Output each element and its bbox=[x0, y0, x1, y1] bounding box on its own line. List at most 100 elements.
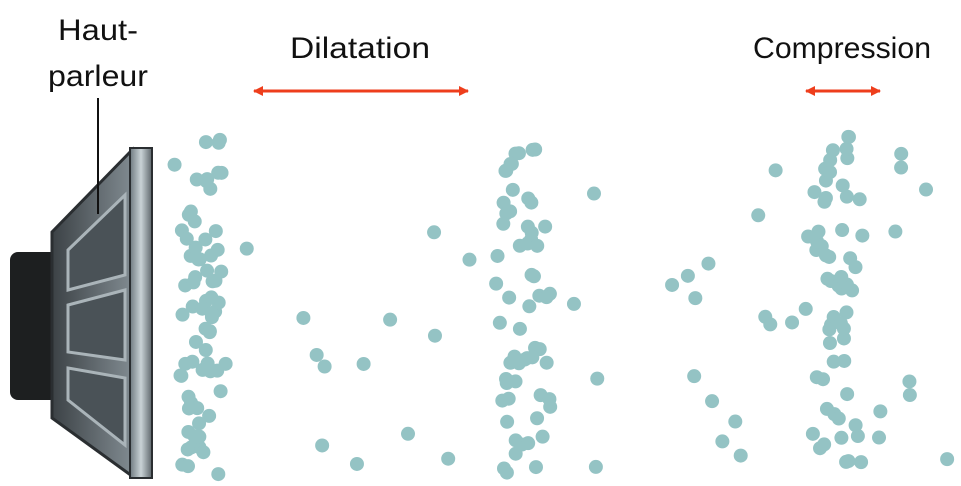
particle bbox=[834, 269, 849, 284]
particle bbox=[499, 163, 514, 178]
particle bbox=[521, 436, 536, 451]
particle bbox=[919, 182, 934, 197]
particle bbox=[839, 141, 854, 156]
particle bbox=[826, 354, 841, 369]
particle bbox=[200, 263, 215, 278]
particle bbox=[179, 231, 194, 246]
particle bbox=[855, 228, 870, 243]
particle bbox=[512, 321, 527, 336]
particle bbox=[188, 240, 203, 255]
particle bbox=[356, 356, 371, 371]
particle bbox=[822, 335, 837, 350]
speaker-label: Haut- bbox=[58, 14, 138, 47]
particle bbox=[178, 356, 193, 371]
particle bbox=[198, 135, 213, 150]
particle bbox=[522, 299, 537, 314]
particle bbox=[427, 328, 442, 343]
particle bbox=[401, 426, 416, 441]
particle bbox=[834, 430, 849, 445]
particle bbox=[505, 182, 520, 197]
particle bbox=[525, 142, 540, 157]
particle bbox=[214, 264, 229, 279]
particle bbox=[751, 208, 766, 223]
particle bbox=[728, 414, 743, 429]
particle bbox=[196, 445, 211, 460]
dilatation-label: Dilatation bbox=[290, 32, 430, 65]
particle bbox=[836, 321, 851, 336]
particle bbox=[239, 241, 254, 256]
particle bbox=[680, 268, 695, 283]
particle bbox=[839, 189, 854, 204]
particle bbox=[831, 411, 846, 426]
speaker bbox=[10, 98, 153, 479]
particle bbox=[213, 384, 228, 399]
particle bbox=[733, 448, 748, 463]
particle bbox=[768, 163, 783, 178]
particle bbox=[202, 408, 217, 423]
particle bbox=[490, 248, 505, 263]
particle bbox=[315, 438, 330, 453]
particle bbox=[817, 194, 832, 209]
particle bbox=[822, 322, 837, 337]
particle bbox=[785, 315, 800, 330]
particle bbox=[840, 387, 855, 402]
particle bbox=[940, 452, 955, 467]
particle bbox=[894, 146, 909, 161]
particle bbox=[181, 389, 196, 404]
particle bbox=[705, 394, 720, 409]
particle bbox=[811, 224, 826, 239]
particle bbox=[441, 451, 456, 466]
particle bbox=[180, 442, 195, 457]
particle bbox=[535, 429, 550, 444]
particle bbox=[500, 414, 515, 429]
particle bbox=[818, 248, 833, 263]
particle bbox=[839, 305, 854, 320]
particle bbox=[495, 393, 510, 408]
particle bbox=[530, 411, 545, 426]
particle bbox=[499, 206, 514, 221]
particle bbox=[841, 454, 856, 469]
particle bbox=[798, 301, 813, 316]
particle bbox=[204, 290, 219, 305]
particle bbox=[687, 369, 702, 384]
particle bbox=[188, 334, 203, 349]
particle bbox=[835, 223, 850, 238]
particle bbox=[816, 372, 831, 387]
particle bbox=[489, 276, 504, 291]
particle bbox=[848, 260, 863, 275]
particle bbox=[383, 312, 398, 327]
particle bbox=[823, 153, 838, 168]
particle bbox=[296, 310, 311, 325]
particle bbox=[499, 465, 514, 480]
particle bbox=[204, 248, 219, 263]
particle bbox=[894, 160, 909, 175]
particle bbox=[837, 353, 852, 368]
particle bbox=[349, 456, 364, 471]
particle bbox=[586, 186, 601, 201]
particle bbox=[590, 371, 605, 386]
particle bbox=[835, 178, 850, 193]
particle bbox=[211, 467, 226, 482]
particle bbox=[836, 331, 851, 346]
particle bbox=[848, 418, 863, 433]
particle bbox=[850, 429, 865, 444]
particle bbox=[539, 290, 554, 305]
particle bbox=[902, 374, 917, 389]
particle bbox=[212, 132, 227, 147]
particle bbox=[528, 460, 543, 475]
particle bbox=[520, 219, 535, 234]
particle bbox=[208, 224, 223, 239]
particle bbox=[539, 355, 554, 370]
particles bbox=[167, 129, 955, 482]
particle bbox=[852, 192, 867, 207]
particle bbox=[854, 455, 869, 470]
particle bbox=[183, 204, 198, 219]
particle bbox=[192, 252, 207, 267]
particle bbox=[187, 429, 202, 444]
particle bbox=[902, 388, 917, 403]
particle bbox=[521, 191, 536, 206]
particle bbox=[202, 324, 217, 339]
particle bbox=[198, 343, 213, 358]
particle bbox=[715, 434, 730, 449]
particle bbox=[167, 157, 182, 172]
